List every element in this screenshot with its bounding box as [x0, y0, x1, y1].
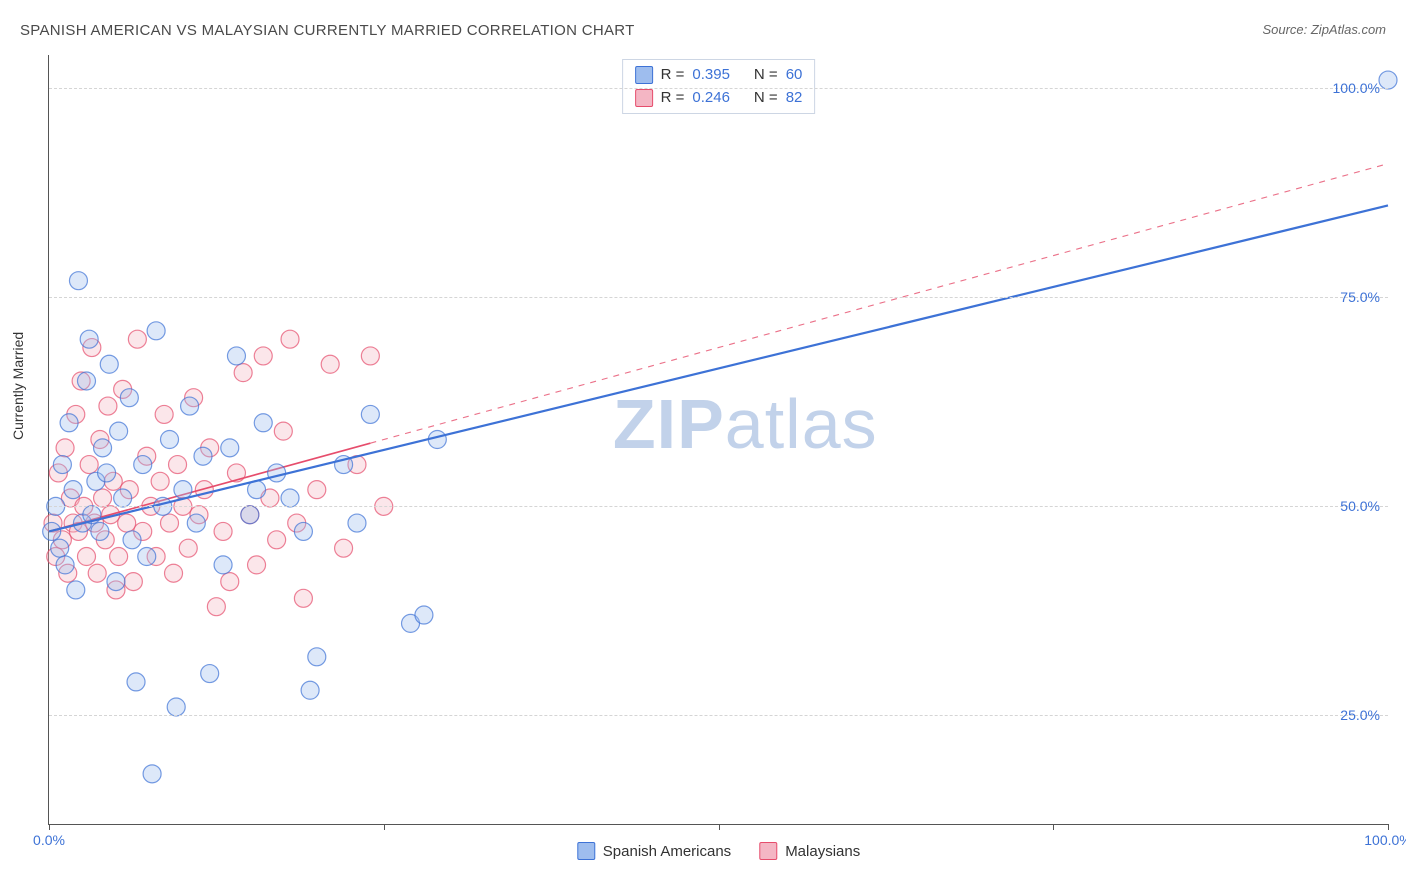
legend-swatch-2: [759, 842, 777, 860]
legend: Spanish Americans Malaysians: [577, 842, 860, 860]
y-tick-label: 50.0%: [1340, 498, 1380, 514]
legend-item-1: Spanish Americans: [577, 842, 731, 860]
swatch-series-1: [635, 66, 653, 84]
y-tick-label: 25.0%: [1340, 707, 1380, 723]
y-tick-label: 100.0%: [1333, 80, 1380, 96]
chart-container: SPANISH AMERICAN VS MALAYSIAN CURRENTLY …: [0, 0, 1406, 892]
swatch-series-2: [635, 89, 653, 107]
legend-swatch-1: [577, 842, 595, 860]
y-tick-label: 75.0%: [1340, 289, 1380, 305]
plot-area: ZIPatlas R = 0.395 N = 60 R = 0.246 N = …: [48, 55, 1388, 825]
n-value-2: 82: [786, 87, 803, 110]
legend-label-2: Malaysians: [785, 843, 860, 860]
legend-label-1: Spanish Americans: [603, 843, 731, 860]
stats-row-2: R = 0.246 N = 82: [635, 87, 803, 110]
r-value-1: 0.395: [692, 64, 730, 87]
y-axis-label: Currently Married: [10, 332, 26, 440]
x-tick-label: 100.0%: [1364, 832, 1406, 848]
plot-svg: [49, 55, 1388, 824]
stats-row-1: R = 0.395 N = 60: [635, 64, 803, 87]
x-tick-label: 0.0%: [33, 832, 65, 848]
n-value-1: 60: [786, 64, 803, 87]
stats-box: R = 0.395 N = 60 R = 0.246 N = 82: [622, 59, 816, 114]
chart-title: SPANISH AMERICAN VS MALAYSIAN CURRENTLY …: [20, 22, 635, 39]
r-value-2: 0.246: [692, 87, 730, 110]
legend-item-2: Malaysians: [759, 842, 860, 860]
source-label: Source: ZipAtlas.com: [1262, 22, 1386, 37]
